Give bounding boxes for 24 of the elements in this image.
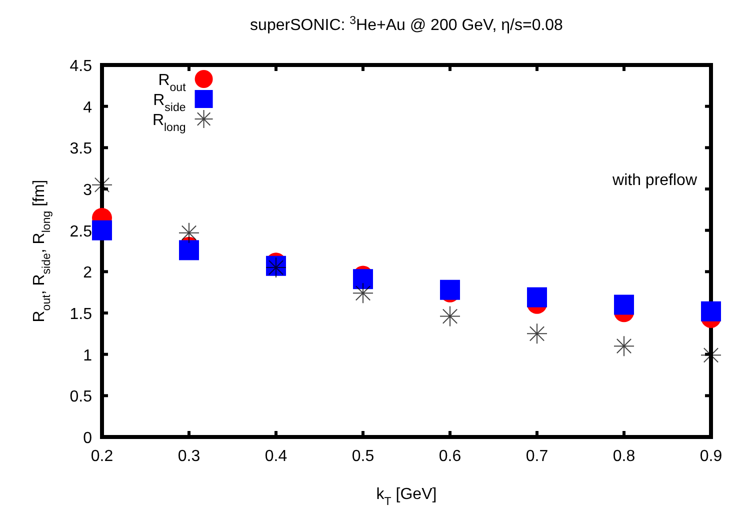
y-tick-label: 3 <box>83 182 92 199</box>
x-axis-title: k$_{T}$ [GeV] <box>376 486 437 508</box>
y-tick-label: 3.5 <box>70 140 92 158</box>
x-tick-label: 0.5 <box>352 448 374 465</box>
y-tick-label: 4.5 <box>70 58 92 75</box>
x-tick-label: 0.3 <box>178 448 200 465</box>
legend-label: R$_{side}$ <box>153 92 186 114</box>
y-tick-label: 1 <box>83 347 92 364</box>
legend-label: R$_{long}$ <box>152 112 186 134</box>
y-tick-label: 0 <box>83 430 92 447</box>
x-tick-label: 0.9 <box>700 448 722 465</box>
legend-label: R$_{out}$ <box>158 72 187 94</box>
x-tick-label: 0.8 <box>612 448 636 465</box>
x-tick-label: 0.6 <box>438 448 462 465</box>
y-tick-label: 2.5 <box>70 223 92 240</box>
y-tick-label: 2 <box>83 264 92 282</box>
x-tick-label: 0.2 <box>90 448 114 465</box>
y-tick-label: 0.5 <box>70 388 92 406</box>
y-tick-label: 4 <box>83 99 92 116</box>
y-tick-label: 1.5 <box>70 306 92 323</box>
chart-title: superSONIC: $^{3}$He+Au @ 200 GeV, η/s=0.08 <box>250 15 564 34</box>
annotation: with preflow <box>612 172 698 189</box>
x-tick-label: 0.4 <box>264 448 288 465</box>
x-tick-label: 0.7 <box>526 448 548 465</box>
